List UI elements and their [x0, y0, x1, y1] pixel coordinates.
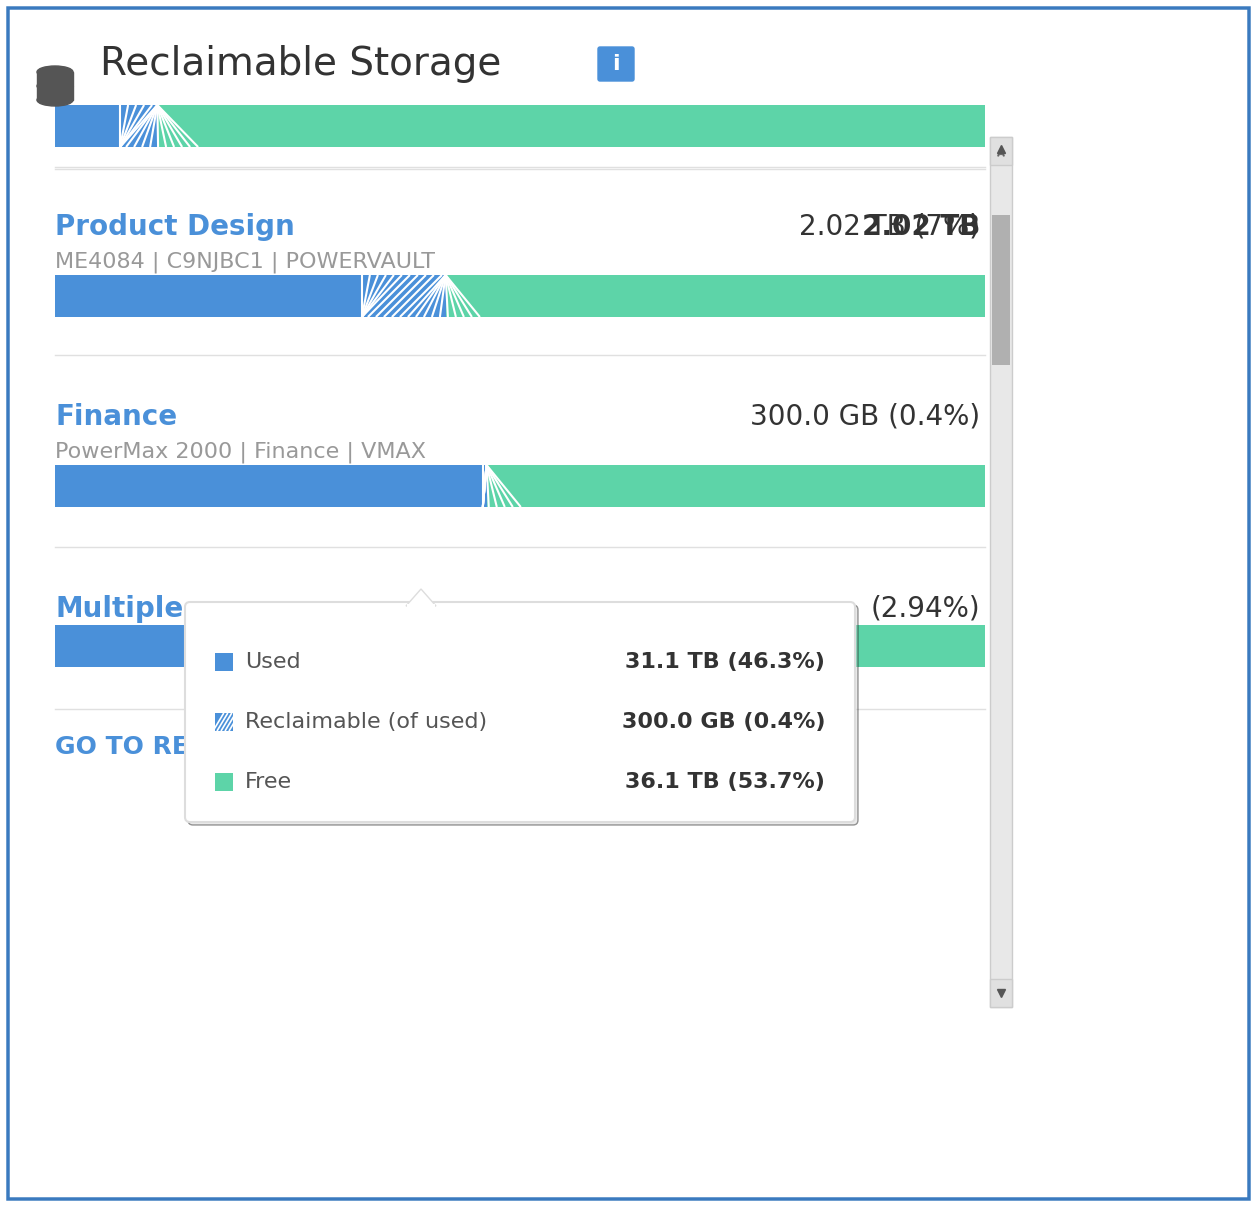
Polygon shape [406, 589, 436, 606]
Text: Used: Used [245, 652, 300, 672]
Ellipse shape [36, 66, 73, 78]
Text: Multiple: Multiple [55, 595, 184, 623]
Text: 300.0 GB (0.4%): 300.0 GB (0.4%) [750, 403, 980, 431]
Bar [55, 465, 483, 507]
Text: GO TO RE: GO TO RE [55, 735, 189, 759]
Text: Product Design: Product Design [55, 212, 294, 241]
Bar [215, 653, 233, 671]
Bar [483, 465, 486, 507]
Bar [121, 105, 157, 147]
Text: Reclaimable (of used): Reclaimable (of used) [245, 712, 488, 731]
Bar [222, 625, 985, 667]
Text: ME4084 | C9NJBC1 | POWERVAULT: ME4084 | C9NJBC1 | POWERVAULT [55, 251, 435, 273]
Text: Free: Free [245, 772, 292, 792]
Bar [992, 215, 1011, 365]
Bar [55, 275, 362, 317]
FancyBboxPatch shape [8, 8, 1249, 1199]
Bar [55, 105, 121, 147]
Bar [991, 979, 1012, 1007]
Text: 31.1 TB (46.3%): 31.1 TB (46.3%) [625, 652, 825, 672]
Bar [362, 275, 445, 317]
Text: 36.1 TB (53.7%): 36.1 TB (53.7%) [625, 772, 825, 792]
Bar [55, 625, 222, 667]
Text: Finance: Finance [55, 403, 177, 431]
Bar [486, 465, 985, 507]
Bar [407, 604, 435, 608]
Text: i: i [612, 54, 620, 74]
Bar [157, 105, 985, 147]
FancyBboxPatch shape [189, 605, 859, 826]
Bar [215, 713, 233, 731]
Bar [36, 72, 73, 86]
Text: Reclaimable Storage: Reclaimable Storage [101, 45, 502, 83]
Bar [36, 86, 73, 100]
Text: 300.0 GB (0.4%): 300.0 GB (0.4%) [621, 712, 825, 731]
FancyBboxPatch shape [598, 47, 634, 81]
Bar [991, 138, 1012, 165]
FancyBboxPatch shape [185, 602, 855, 822]
Bar [215, 772, 233, 791]
Text: 2.02 TB: 2.02 TB [861, 212, 980, 241]
Text: PowerMax 2000 | Finance | VMAX: PowerMax 2000 | Finance | VMAX [55, 442, 426, 462]
Text: 2.02 TB (7%): 2.02 TB (7%) [799, 212, 980, 241]
Ellipse shape [36, 94, 73, 106]
Text: (2.94%): (2.94%) [870, 595, 980, 623]
Bar [991, 138, 1012, 1007]
Bar [445, 275, 985, 317]
Ellipse shape [36, 80, 73, 92]
